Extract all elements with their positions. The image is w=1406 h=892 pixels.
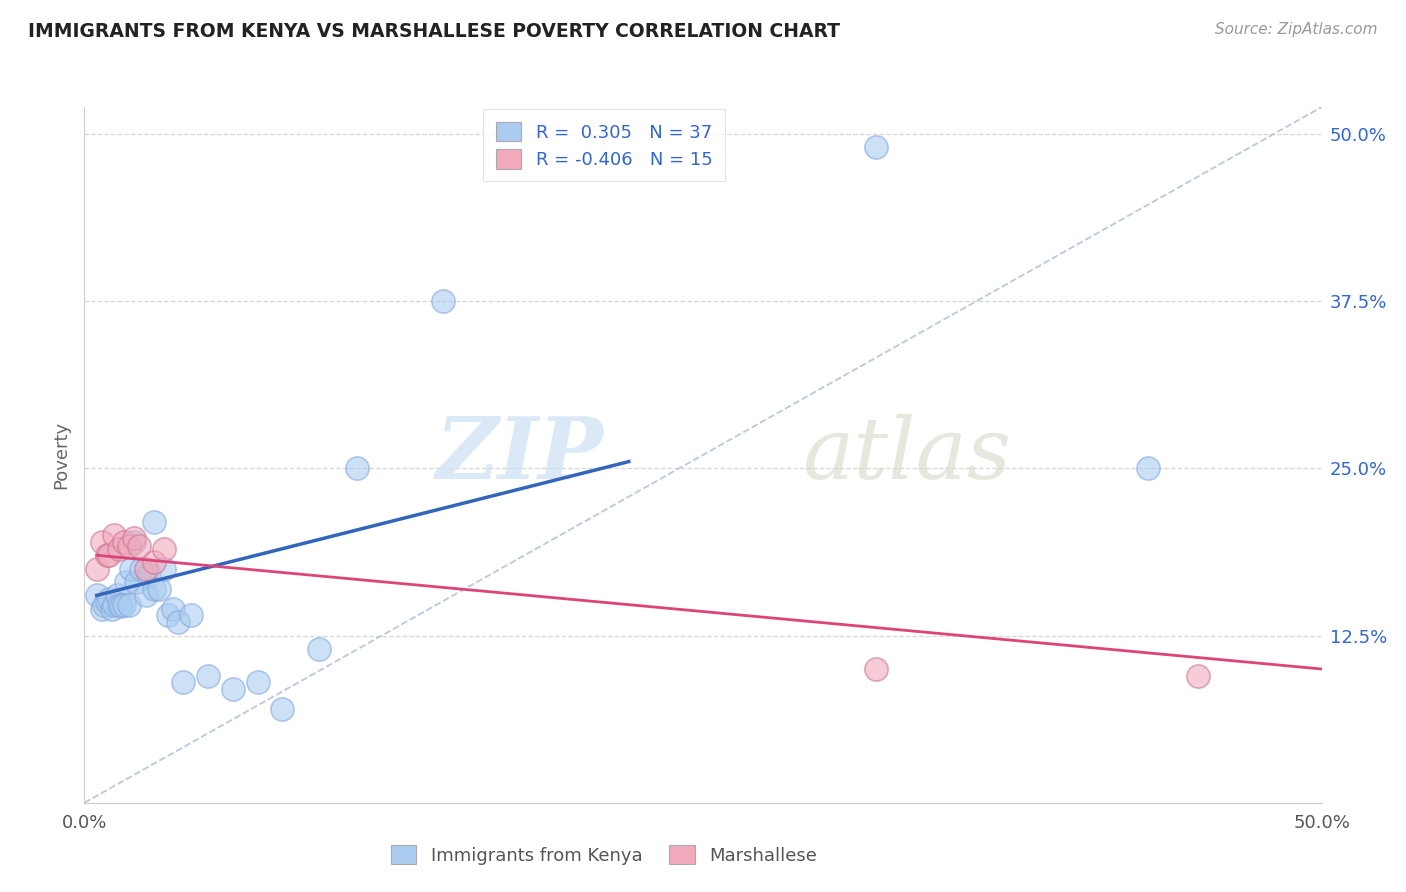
Point — [180, 608, 202, 623]
Point — [142, 515, 165, 529]
Point — [110, 599, 132, 614]
Point — [122, 535, 145, 549]
Point — [271, 702, 294, 716]
Point — [129, 562, 152, 576]
Point — [93, 598, 115, 612]
Point — [103, 598, 125, 612]
Point — [865, 662, 887, 676]
Text: ZIP: ZIP — [436, 413, 605, 497]
Point — [135, 589, 157, 603]
Point — [96, 595, 118, 609]
Point — [138, 568, 160, 582]
Point — [125, 575, 148, 590]
Point — [86, 562, 108, 576]
Point — [152, 562, 174, 576]
Point — [90, 602, 112, 616]
Point — [108, 598, 131, 612]
Point — [152, 541, 174, 556]
Point — [1187, 669, 1209, 683]
Point — [142, 582, 165, 596]
Text: Source: ZipAtlas.com: Source: ZipAtlas.com — [1215, 22, 1378, 37]
Point — [167, 615, 190, 630]
Point — [90, 535, 112, 549]
Text: IMMIGRANTS FROM KENYA VS MARSHALLESE POVERTY CORRELATION CHART: IMMIGRANTS FROM KENYA VS MARSHALLESE POV… — [28, 22, 841, 41]
Point — [112, 598, 135, 612]
Point — [308, 642, 330, 657]
Point — [142, 555, 165, 569]
Point — [96, 548, 118, 563]
Point — [105, 589, 128, 603]
Point — [100, 602, 122, 616]
Point — [1137, 461, 1160, 475]
Legend: R =  0.305   N = 37, R = -0.406   N = 15: R = 0.305 N = 37, R = -0.406 N = 15 — [484, 109, 725, 181]
Text: atlas: atlas — [801, 414, 1011, 496]
Point — [112, 535, 135, 549]
Point — [98, 548, 121, 563]
Point — [98, 592, 121, 607]
Point — [222, 681, 245, 696]
Y-axis label: Poverty: Poverty — [52, 421, 70, 489]
Point — [118, 598, 141, 612]
Point — [86, 589, 108, 603]
Point — [120, 562, 142, 576]
Point — [135, 562, 157, 576]
Point — [103, 528, 125, 542]
Point — [108, 541, 131, 556]
Point — [197, 669, 219, 683]
Point — [157, 608, 180, 623]
Point — [172, 675, 194, 690]
Point — [122, 531, 145, 545]
Point — [128, 539, 150, 553]
Point — [162, 602, 184, 616]
Point — [346, 461, 368, 475]
Point — [865, 140, 887, 154]
Point — [432, 294, 454, 309]
Point — [246, 675, 269, 690]
Point — [148, 582, 170, 596]
Point — [115, 575, 138, 590]
Point — [118, 539, 141, 553]
